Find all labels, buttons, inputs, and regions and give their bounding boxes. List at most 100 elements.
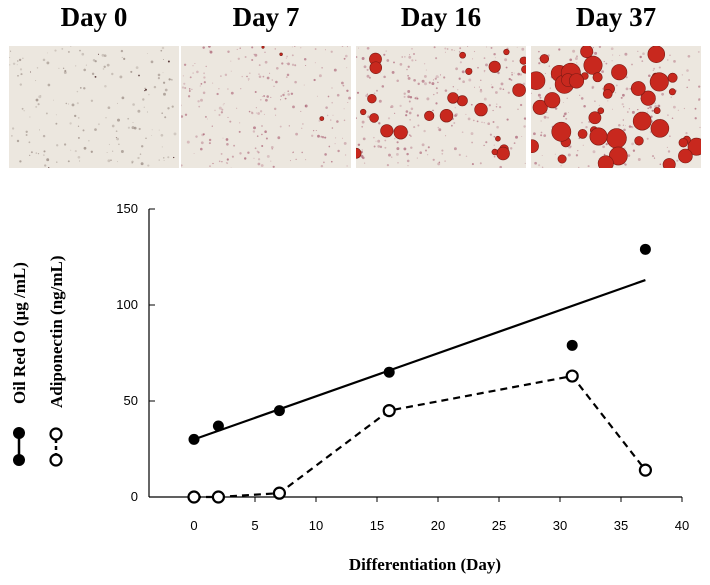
cell-speck bbox=[387, 117, 391, 120]
cell-speck bbox=[365, 94, 368, 98]
cell-speck bbox=[424, 82, 427, 86]
cell-speck bbox=[243, 157, 247, 160]
lipid-droplet bbox=[650, 119, 670, 138]
cell-speck bbox=[9, 57, 11, 59]
cell-speck bbox=[118, 143, 120, 146]
cell-speck bbox=[253, 53, 255, 55]
cell-speck bbox=[410, 107, 414, 111]
cell-speck bbox=[46, 158, 50, 162]
cell-speck bbox=[269, 72, 271, 74]
cell-speck bbox=[63, 143, 67, 146]
cell-speck bbox=[393, 112, 396, 115]
cell-speck bbox=[121, 96, 125, 100]
cell-speck bbox=[575, 154, 579, 157]
cell-speck bbox=[171, 105, 174, 108]
cell-speck bbox=[485, 141, 488, 144]
cell-speck bbox=[564, 112, 567, 115]
cell-speck bbox=[196, 70, 199, 74]
cell-speck bbox=[261, 125, 263, 127]
cell-speck bbox=[281, 62, 284, 65]
cell-speck bbox=[549, 87, 551, 89]
cell-speck bbox=[314, 62, 316, 64]
cell-speck bbox=[577, 150, 579, 152]
cell-speck bbox=[404, 56, 406, 58]
cell-speck bbox=[162, 72, 164, 74]
cell-speck bbox=[576, 55, 578, 58]
cell-speck bbox=[666, 146, 668, 148]
cell-speck bbox=[667, 114, 669, 117]
cell-speck bbox=[558, 48, 561, 51]
cell-speck bbox=[517, 72, 521, 76]
cell-speck bbox=[212, 82, 214, 84]
lipid-droplet bbox=[138, 74, 140, 77]
cell-speck bbox=[377, 139, 381, 143]
cell-speck bbox=[493, 144, 495, 146]
cell-speck bbox=[379, 145, 383, 149]
panel-title-day37: Day 37 bbox=[575, 2, 657, 32]
lipid-droplet bbox=[630, 81, 646, 96]
cell-speck bbox=[286, 73, 290, 77]
cell-speck bbox=[226, 158, 229, 161]
cell-speck bbox=[411, 48, 413, 50]
cell-speck bbox=[183, 63, 187, 66]
cell-speck bbox=[54, 49, 57, 52]
cell-speck bbox=[38, 95, 42, 99]
cell-speck bbox=[601, 88, 604, 90]
cell-speck bbox=[432, 158, 435, 161]
cell-speck bbox=[366, 93, 368, 95]
cell-speck bbox=[642, 52, 645, 55]
lipid-droplet bbox=[367, 94, 377, 104]
cell-speck bbox=[260, 164, 264, 167]
cell-speck bbox=[499, 106, 502, 109]
cell-speck bbox=[291, 54, 294, 57]
cell-speck bbox=[621, 103, 624, 106]
cell-speck bbox=[102, 68, 105, 70]
cell-speck bbox=[432, 109, 434, 112]
cell-speck bbox=[583, 104, 586, 108]
cell-speck bbox=[204, 115, 207, 118]
cell-speck bbox=[497, 71, 500, 75]
cell-speck bbox=[523, 125, 526, 128]
lipid-droplet bbox=[632, 111, 652, 131]
cell-speck bbox=[107, 106, 111, 110]
cell-speck bbox=[623, 106, 625, 108]
lipid-droplet bbox=[47, 167, 50, 168]
cell-speck bbox=[90, 150, 93, 153]
cell-speck bbox=[39, 129, 41, 131]
cell-speck bbox=[384, 146, 387, 149]
cell-speck bbox=[438, 128, 442, 132]
cell-speck bbox=[131, 126, 135, 130]
cell-speck bbox=[255, 112, 257, 114]
lipid-droplet bbox=[319, 116, 325, 121]
cell-speck bbox=[435, 75, 439, 79]
cell-speck bbox=[462, 80, 465, 84]
cell-speck bbox=[637, 158, 641, 161]
cell-speck bbox=[36, 67, 39, 69]
cell-speck bbox=[495, 91, 498, 94]
cell-speck bbox=[280, 95, 282, 97]
cell-speck bbox=[140, 162, 144, 166]
cell-speck bbox=[670, 96, 672, 98]
cell-speck bbox=[333, 68, 337, 72]
cell-speck bbox=[25, 134, 28, 136]
cell-speck bbox=[92, 58, 96, 62]
cell-speck bbox=[19, 83, 22, 86]
cell-speck bbox=[627, 154, 631, 157]
cell-speck bbox=[480, 88, 482, 91]
cell-speck bbox=[131, 162, 134, 164]
lipid-droplet bbox=[539, 54, 550, 64]
cell-speck bbox=[321, 67, 323, 69]
cell-speck bbox=[495, 105, 498, 108]
cell-speck bbox=[341, 137, 344, 139]
cell-speck bbox=[188, 88, 191, 90]
cell-speck bbox=[112, 150, 114, 152]
cell-speck bbox=[282, 93, 285, 97]
cell-speck bbox=[628, 125, 632, 128]
cell-speck bbox=[346, 165, 348, 167]
cell-speck bbox=[19, 160, 22, 163]
cell-speck bbox=[569, 58, 573, 62]
cell-speck bbox=[295, 158, 297, 160]
cell-speck bbox=[256, 135, 259, 137]
cell-speck bbox=[325, 106, 328, 109]
